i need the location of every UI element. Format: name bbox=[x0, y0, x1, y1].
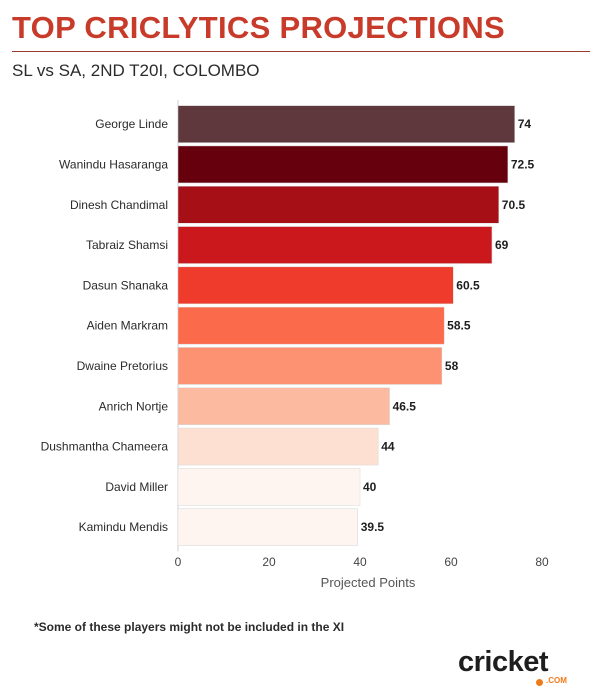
logo-domain: .COM bbox=[546, 676, 567, 685]
cricket-com-logo: cricket .COM bbox=[458, 646, 574, 686]
data-label: 58 bbox=[445, 359, 459, 373]
bar bbox=[177, 105, 515, 143]
data-label: 46.5 bbox=[393, 399, 417, 413]
bar bbox=[177, 468, 361, 506]
x-axis-title: Projected Points bbox=[321, 575, 416, 590]
x-tick-label: 0 bbox=[175, 555, 182, 569]
bar bbox=[177, 508, 358, 546]
bar bbox=[177, 306, 445, 345]
data-label: 58.5 bbox=[447, 319, 471, 333]
x-tick-label: 80 bbox=[535, 555, 549, 569]
logo-dot-icon bbox=[536, 679, 543, 686]
bar bbox=[177, 145, 509, 184]
category-label: Aiden Markram bbox=[87, 319, 168, 333]
category-label: Dinesh Chandimal bbox=[70, 198, 168, 212]
bar bbox=[177, 427, 379, 466]
chart-subtitle: SL vs SA, 2ND T20I, COLOMBO bbox=[12, 61, 260, 80]
category-label: Dwaine Pretorius bbox=[77, 359, 168, 373]
bar bbox=[177, 226, 493, 264]
footnote: *Some of these players might not be incl… bbox=[34, 620, 345, 634]
title-divider bbox=[12, 51, 590, 52]
data-label: 44 bbox=[381, 440, 395, 454]
data-label: 60.5 bbox=[456, 278, 480, 292]
bar bbox=[177, 387, 390, 425]
data-label: 39.5 bbox=[361, 520, 385, 534]
bar-chart: George Linde 74 Wanindu Hasaranga 72.5 Dines… bbox=[41, 100, 549, 590]
category-label: Dushmantha Chameera bbox=[41, 440, 169, 454]
x-tick-label: 40 bbox=[353, 555, 367, 569]
category-label: George Linde bbox=[95, 117, 168, 131]
category-label: Dasun Shanaka bbox=[83, 278, 169, 292]
category-label: Kamindu Mendis bbox=[79, 520, 168, 534]
category-label: Wanindu Hasaranga bbox=[59, 157, 168, 171]
bar bbox=[177, 186, 500, 224]
logo-wordmark: cricket bbox=[458, 646, 549, 678]
data-label: 70.5 bbox=[502, 198, 526, 212]
data-label: 69 bbox=[495, 238, 509, 252]
data-label: 72.5 bbox=[511, 157, 535, 171]
data-label: 74 bbox=[518, 117, 532, 131]
category-label: Tabraiz Shamsi bbox=[86, 238, 168, 252]
data-label: 40 bbox=[363, 480, 377, 494]
chart-title: TOP CRICLYTICS PROJECTIONS bbox=[12, 10, 505, 45]
x-tick-label: 20 bbox=[262, 555, 276, 569]
bar bbox=[177, 266, 454, 305]
category-label: David Miller bbox=[105, 480, 168, 494]
x-tick-label: 60 bbox=[444, 555, 458, 569]
category-label: Anrich Nortje bbox=[99, 399, 169, 413]
bar bbox=[177, 347, 443, 385]
